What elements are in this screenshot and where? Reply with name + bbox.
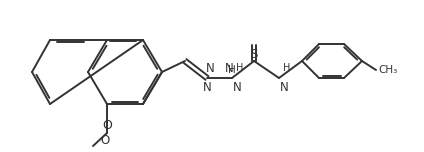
Text: H: H: [283, 63, 290, 73]
Text: CH₃: CH₃: [378, 65, 397, 75]
Text: H: H: [228, 65, 236, 75]
Text: S: S: [250, 48, 258, 61]
Text: H: H: [236, 63, 243, 73]
Text: O: O: [100, 134, 110, 147]
Text: O: O: [102, 119, 112, 132]
Text: N: N: [206, 62, 215, 75]
Text: N: N: [225, 62, 233, 75]
Text: N: N: [233, 81, 242, 94]
Text: N: N: [280, 81, 289, 94]
Text: N: N: [203, 81, 212, 94]
